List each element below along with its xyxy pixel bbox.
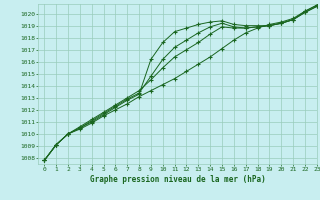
X-axis label: Graphe pression niveau de la mer (hPa): Graphe pression niveau de la mer (hPa) [90,175,266,184]
